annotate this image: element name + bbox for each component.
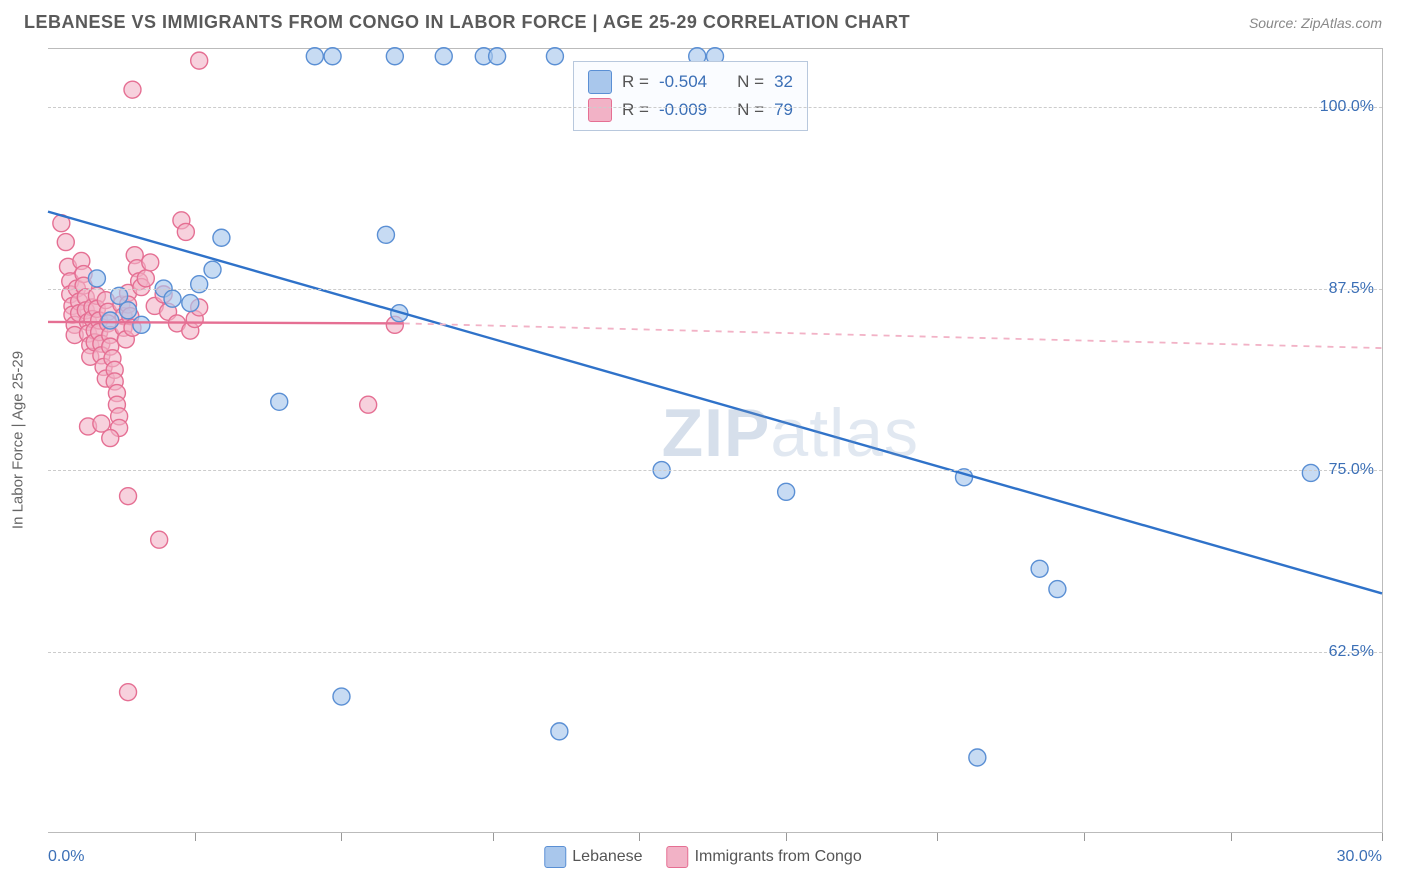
congo-trend-line [48, 322, 404, 323]
stats-r-label: R = [622, 100, 649, 120]
x-tick [493, 833, 494, 841]
lebanese-point [386, 48, 403, 65]
y-tick-label: 87.5% [1329, 280, 1374, 298]
stats-n-value: 32 [774, 72, 793, 92]
bottom-legend: Lebanese Immigrants from Congo [544, 846, 861, 868]
lebanese-point [546, 48, 563, 65]
lebanese-point [324, 48, 341, 65]
lebanese-point [333, 688, 350, 705]
grid-line [48, 652, 1382, 653]
congo-trend-line-ext [404, 323, 1382, 348]
congo-point [360, 396, 377, 413]
stats-r-value: -0.504 [659, 72, 707, 92]
x-tick [1382, 833, 1383, 841]
lebanese-point [120, 302, 137, 319]
lebanese-point [778, 483, 795, 500]
chart-source: Source: ZipAtlas.com [1249, 15, 1382, 31]
y-tick-label: 75.0% [1329, 461, 1374, 479]
congo-point [151, 531, 168, 548]
congo-point [124, 81, 141, 98]
grid-line [48, 470, 1382, 471]
congo-point [177, 223, 194, 240]
stats-row: R = -0.009 N = 79 [588, 96, 793, 124]
chart-container: ZIPatlas R =-0.504N =32R =-0.009N =79 62… [48, 48, 1382, 832]
congo-point [102, 430, 119, 447]
congo-point [120, 684, 137, 701]
congo-point [120, 488, 137, 505]
stats-n-label: N = [737, 72, 764, 92]
stats-n-value: 79 [774, 100, 793, 120]
lebanese-point [1049, 581, 1066, 598]
congo-point [142, 254, 159, 271]
stats-n-label: N = [737, 100, 764, 120]
stats-swatch [588, 98, 612, 122]
x-tick [639, 833, 640, 841]
lebanese-point [88, 270, 105, 287]
stats-r-value: -0.009 [659, 100, 707, 120]
x-tick [1231, 833, 1232, 841]
x-tick [341, 833, 342, 841]
x-axis-max-label: 30.0% [1337, 848, 1382, 866]
lebanese-point [204, 261, 221, 278]
grid-line [48, 107, 1382, 108]
legend-swatch [544, 846, 566, 868]
lebanese-point [1031, 560, 1048, 577]
lebanese-point [435, 48, 452, 65]
legend-item: Immigrants from Congo [667, 846, 862, 868]
lebanese-point [969, 749, 986, 766]
stats-r-label: R = [622, 72, 649, 92]
scatter-plot-svg [48, 49, 1382, 833]
lebanese-point [133, 316, 150, 333]
congo-point [191, 52, 208, 69]
correlation-stats-box: R = -0.504 N = 32 R = -0.009 N = 79 [573, 61, 808, 131]
congo-point [137, 270, 154, 287]
legend-item: Lebanese [544, 846, 642, 868]
lebanese-point [102, 312, 119, 329]
x-axis-min-label: 0.0% [48, 848, 84, 866]
lebanese-point [182, 295, 199, 312]
stats-row: R = -0.504 N = 32 [588, 68, 793, 96]
y-tick-label: 100.0% [1320, 98, 1374, 116]
legend-label: Lebanese [572, 848, 642, 865]
lebanese-point [271, 393, 288, 410]
x-tick [937, 833, 938, 841]
plot-area: ZIPatlas R =-0.504N =32R =-0.009N =79 62… [48, 48, 1383, 833]
x-tick [1084, 833, 1085, 841]
legend-swatch [667, 846, 689, 868]
lebanese-point [551, 723, 568, 740]
x-tick [786, 833, 787, 841]
stats-swatch [588, 70, 612, 94]
lebanese-point [1302, 464, 1319, 481]
congo-point [57, 234, 74, 251]
lebanese-point [191, 276, 208, 293]
lebanese-trend-line [48, 212, 1382, 594]
lebanese-point [164, 290, 181, 307]
y-tick-label: 62.5% [1329, 643, 1374, 661]
lebanese-point [213, 229, 230, 246]
y-axis-title: In Labor Force | Age 25-29 [10, 351, 27, 529]
lebanese-point [306, 48, 323, 65]
lebanese-point [377, 226, 394, 243]
chart-header: LEBANESE VS IMMIGRANTS FROM CONGO IN LAB… [0, 0, 1406, 41]
chart-title: LEBANESE VS IMMIGRANTS FROM CONGO IN LAB… [24, 12, 910, 33]
legend-label: Immigrants from Congo [695, 848, 862, 865]
grid-line [48, 289, 1382, 290]
x-tick [195, 833, 196, 841]
lebanese-point [489, 48, 506, 65]
